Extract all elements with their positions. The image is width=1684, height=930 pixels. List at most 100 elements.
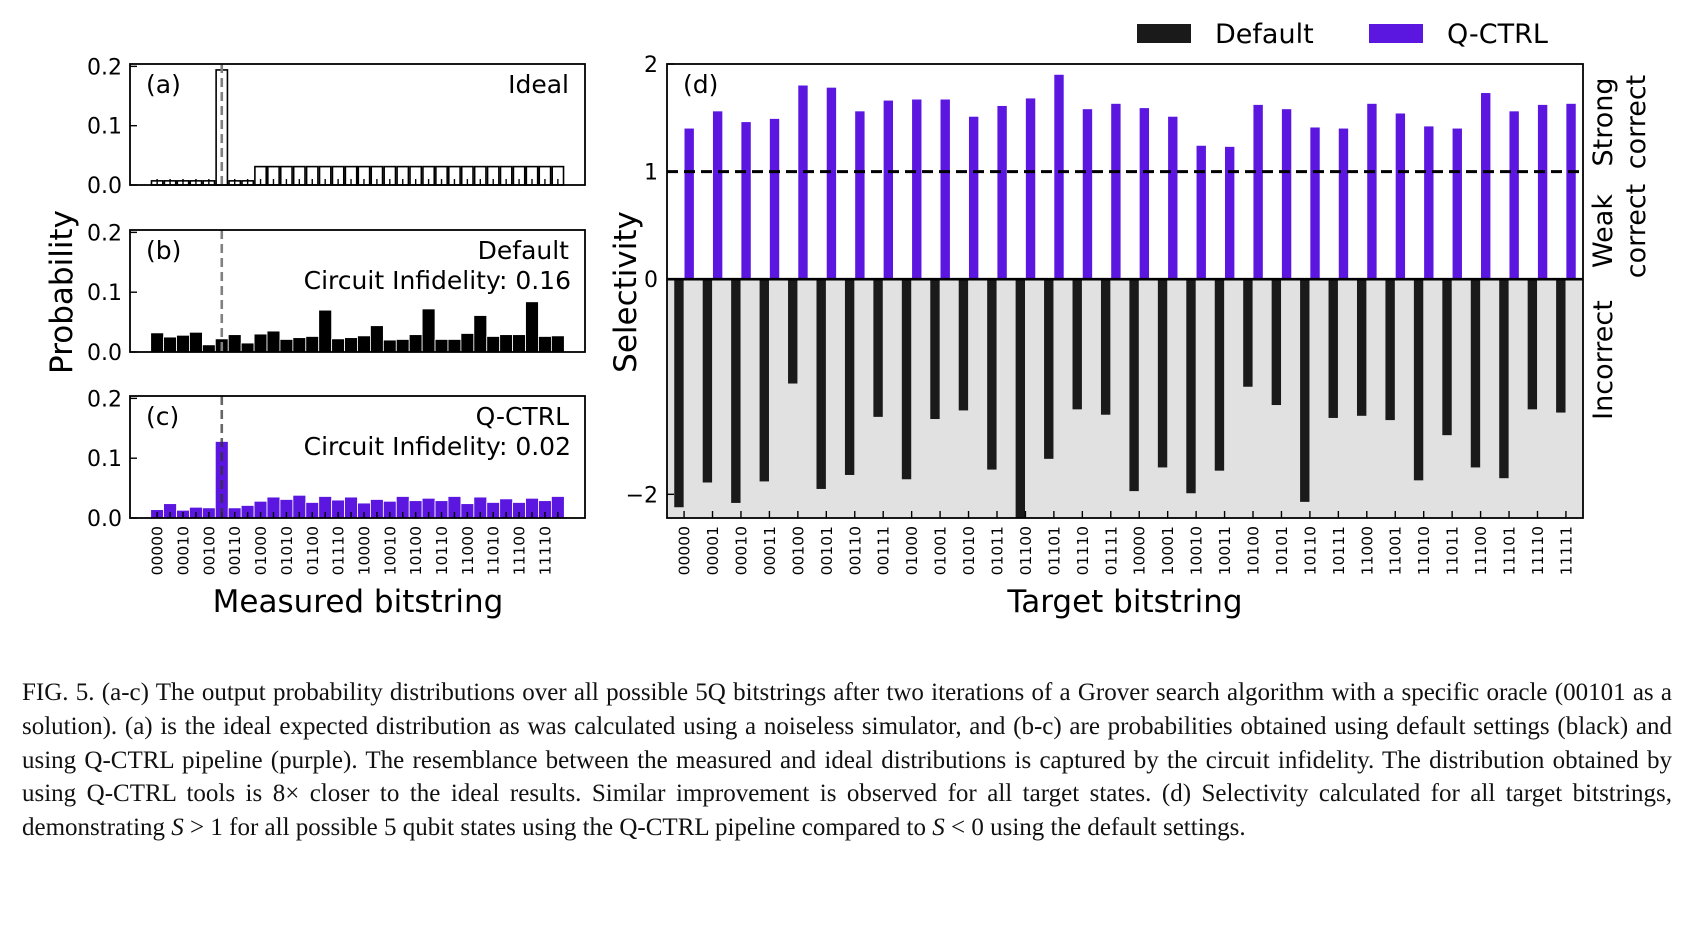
bar-default <box>873 279 883 417</box>
x-tick-label: 00100 <box>200 526 218 575</box>
x-tick-label: 10010 <box>381 526 399 575</box>
bar-qctrl <box>1310 127 1320 280</box>
left-x-axis-label: Measured bitstring <box>213 584 504 620</box>
bar-qctrl <box>1281 109 1292 280</box>
x-tick-label: 10000 <box>355 526 373 575</box>
bar-default <box>788 279 798 384</box>
y-tick-label: 0.0 <box>87 341 122 366</box>
x-tick-label: 10000 <box>1131 526 1149 575</box>
y-tick-label: 0.1 <box>87 447 122 472</box>
x-tick-label: 01110 <box>1074 526 1092 575</box>
x-tick-label: 01010 <box>960 526 978 575</box>
bar-qctrl <box>912 99 922 280</box>
bar-default <box>1499 279 1509 479</box>
panel-label: (c) <box>146 402 179 431</box>
bar-default <box>674 279 684 508</box>
region-incorrect: Incorrect <box>1588 300 1619 420</box>
axes-frame <box>129 229 586 353</box>
bar-default <box>901 279 912 480</box>
right-y-axis-label: Selectivity <box>608 211 644 373</box>
x-tick-label: 00010 <box>732 526 750 575</box>
bar-qctrl <box>1054 74 1064 280</box>
x-tick-label: 00011 <box>761 526 779 575</box>
x-tick-label: 01000 <box>903 526 921 575</box>
x-tick-label: 10111 <box>1330 526 1348 575</box>
legend-swatch-default <box>1137 24 1191 43</box>
bar-qctrl <box>769 118 780 280</box>
bar-default <box>1243 279 1253 387</box>
bar-qctrl <box>1424 126 1434 280</box>
panel-annotation: Default <box>478 236 570 265</box>
bar-default <box>1186 279 1196 494</box>
bar <box>525 301 539 353</box>
x-tick-label: 01001 <box>932 526 950 575</box>
y-tick-label: 0.0 <box>87 507 122 532</box>
bar-default <box>987 279 997 470</box>
panel-c: 00000 00010 00100 00110 01000 01010 01100 01110… <box>87 387 586 575</box>
y-tick-label: 0.1 <box>87 115 122 140</box>
bar-qctrl <box>684 128 694 280</box>
panel-annotation: Ideal <box>508 70 569 99</box>
region-strong-line2: correct <box>1621 75 1652 170</box>
bar <box>318 309 333 353</box>
bar-default <box>731 279 741 503</box>
x-tick-label: 11000 <box>459 526 477 575</box>
x-tick-label: 11110 <box>1529 526 1547 575</box>
panel-annotation: Q-CTRL <box>476 402 569 431</box>
bar-qctrl <box>1111 103 1121 280</box>
x-tick-label: 11000 <box>1358 526 1376 575</box>
y-tick-label: −2 <box>626 483 658 508</box>
bar-default <box>1470 279 1481 468</box>
x-tick-label: 01111 <box>1102 526 1120 575</box>
legend-label-default: Default <box>1215 19 1314 50</box>
left-y-axis-label: Probability <box>44 210 80 374</box>
bar-qctrl <box>1452 128 1462 280</box>
bar-qctrl <box>741 122 751 280</box>
bar-default <box>958 279 969 411</box>
x-tick-label: 00000 <box>676 526 694 575</box>
bar-qctrl <box>1196 145 1206 280</box>
caption-text: > 1 for all possible 5 qubit states usin… <box>183 814 933 842</box>
y-tick-label: 1 <box>644 161 658 186</box>
bar-qctrl <box>1537 104 1548 280</box>
x-tick-label: 10110 <box>1301 526 1319 575</box>
region-strong-line1: Strong <box>1588 77 1619 166</box>
x-tick-label: 00100 <box>789 526 807 575</box>
axes-frame <box>129 395 586 519</box>
bar-qctrl <box>1168 116 1178 280</box>
bar-qctrl <box>940 99 950 280</box>
x-tick-label: 11100 <box>1472 526 1490 575</box>
x-tick-label: 01100 <box>304 526 322 575</box>
bar-default <box>1072 279 1082 410</box>
bar-default <box>1044 279 1054 459</box>
x-tick-label: 11101 <box>1501 526 1519 575</box>
x-tick-label: 11010 <box>485 526 503 575</box>
x-tick-label: 01100 <box>1017 526 1035 575</box>
region-weak-line1: Weak <box>1588 194 1619 268</box>
x-tick-label: 00001 <box>704 526 722 575</box>
caption-math: S <box>932 814 945 842</box>
bars <box>674 74 1576 518</box>
bar-default <box>1129 279 1139 492</box>
x-tick-label: 00101 <box>818 526 836 575</box>
circuit-infidelity-annotation: Circuit Infidelity: 0.02 <box>304 432 571 461</box>
bar-qctrl <box>712 111 723 280</box>
x-tick-label: 10100 <box>407 526 425 575</box>
x-tick-label: 11001 <box>1387 526 1405 575</box>
bar-qctrl <box>1395 113 1406 280</box>
bar-qctrl <box>1338 128 1349 280</box>
y-tick-label: 0.2 <box>87 387 122 412</box>
x-tick-label: 01010 <box>278 526 296 575</box>
x-tick-label: 00000 <box>149 526 167 575</box>
bar <box>421 308 436 353</box>
x-tick-label: 00110 <box>226 526 244 575</box>
right-x-axis-label: Target bitstring <box>1006 584 1242 620</box>
figure: Default Q-CTRL Probability Measured bits… <box>44 19 1652 620</box>
x-tick-label: 00111 <box>875 526 893 575</box>
bar-qctrl <box>1509 111 1519 280</box>
x-tick-label: 01000 <box>252 526 270 575</box>
x-tick-label: 10011 <box>1216 526 1234 575</box>
bar-qctrl <box>1367 103 1377 280</box>
y-tick-label: 0.2 <box>87 55 122 80</box>
x-tick-label: 01110 <box>330 526 348 575</box>
